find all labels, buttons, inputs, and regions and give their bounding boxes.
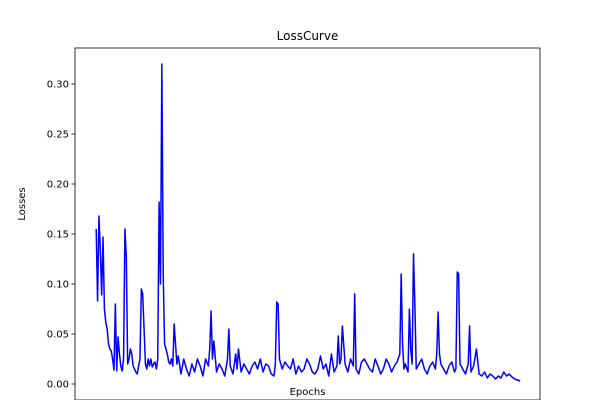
y-tick-label: 0.15 — [47, 230, 69, 241]
x-axis-label: Epochs — [290, 387, 326, 398]
y-tick-label: 0.20 — [47, 180, 69, 191]
loss-series-line — [95, 63, 521, 382]
y-tick-label: 0.00 — [47, 380, 69, 391]
y-axis: 0.00 0.05 0.10 0.15 0.20 0.25 0.30 — [47, 80, 75, 391]
axes-frame — [74, 47, 541, 400]
y-tick-label: 0.25 — [47, 130, 69, 141]
plot-layer — [95, 63, 521, 382]
y-axis-label: Losses — [17, 187, 28, 220]
y-tick-label: 0.10 — [47, 280, 69, 291]
y-tick-label: 0.05 — [47, 330, 69, 341]
y-tick-label: 0.30 — [47, 80, 69, 91]
chart-title: LossCurve — [277, 29, 339, 43]
